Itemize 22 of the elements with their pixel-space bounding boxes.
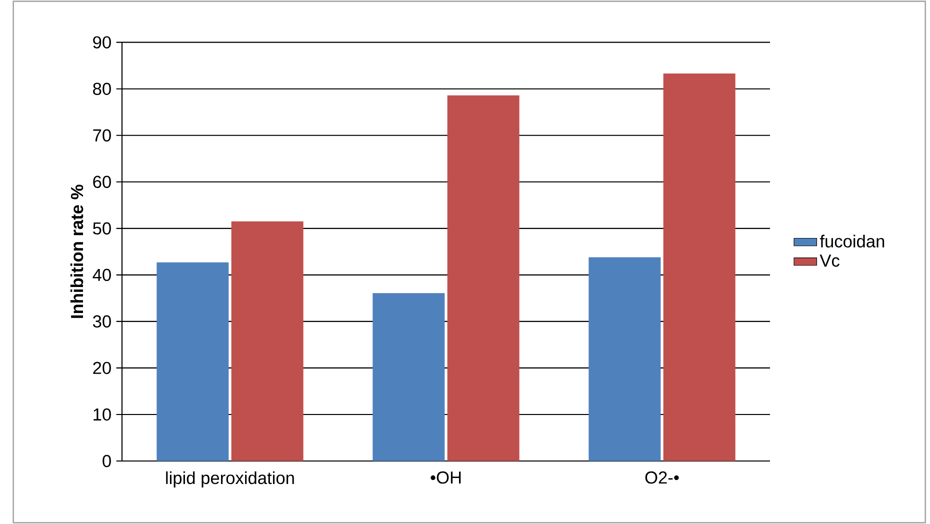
y-tick-label: 10 — [94, 408, 111, 421]
y-tick-label: 90 — [93, 36, 111, 48]
y-tick-label: 40 — [92, 268, 111, 282]
y-tick-label: 20 — [93, 362, 111, 374]
y-tick-label: 30 — [92, 315, 111, 328]
bar — [663, 74, 736, 461]
y-tick-label: 80 — [93, 82, 111, 95]
legend-label: Vc — [820, 254, 840, 267]
bar — [372, 293, 445, 461]
bar — [231, 221, 304, 461]
x-tick-label: lipid peroxidation — [166, 471, 294, 488]
bar — [447, 95, 520, 461]
y-tick-label: 50 — [93, 222, 111, 235]
bar — [156, 262, 229, 461]
x-tick-label: •OH — [430, 471, 461, 484]
y-tick-label: 70 — [93, 129, 111, 142]
legend-label: fucoidan — [820, 234, 884, 248]
bar — [588, 257, 661, 461]
y-tick-label: 60 — [93, 176, 111, 188]
y-axis-title: Inhibition rate % — [70, 184, 84, 318]
x-tick-label: O2-• — [645, 471, 679, 484]
y-tick-label: 0 — [102, 454, 111, 468]
